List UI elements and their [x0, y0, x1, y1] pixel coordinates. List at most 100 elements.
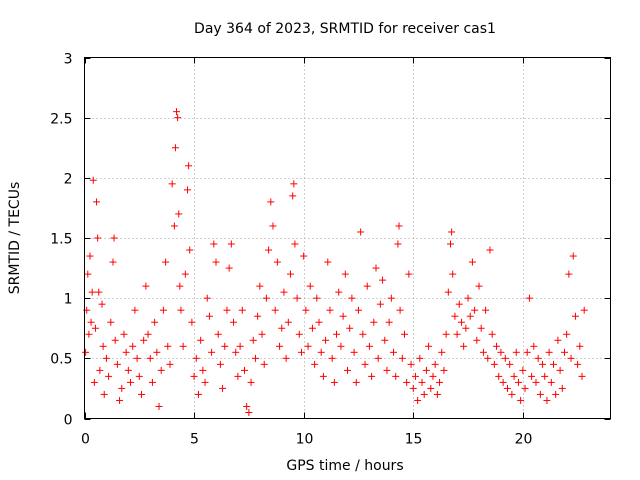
data-point [341, 270, 349, 278]
data-point [506, 360, 514, 368]
data-point [201, 378, 209, 386]
x-tick-label: 0 [81, 432, 90, 448]
y-tick-label: 0.5 [50, 352, 72, 368]
data-point [87, 318, 95, 326]
data-point [251, 354, 259, 362]
data-point [497, 348, 505, 356]
data-point [530, 342, 538, 350]
data-point [387, 294, 395, 302]
data-point [254, 312, 262, 320]
data-point [170, 222, 178, 230]
data-point [205, 312, 213, 320]
data-point [512, 348, 520, 356]
data-point [271, 306, 279, 314]
data-point [565, 270, 573, 278]
data-point [543, 396, 551, 404]
data-point [118, 384, 126, 392]
data-point [444, 288, 452, 296]
data-point [359, 330, 367, 338]
data-point [436, 378, 444, 386]
data-point [175, 210, 183, 218]
data-point [84, 270, 92, 278]
data-point [159, 306, 167, 314]
x-axis-label: GPS time / hours [286, 458, 403, 474]
data-point [179, 342, 187, 350]
data-point [174, 114, 182, 122]
data-point [322, 336, 330, 344]
data-point [304, 342, 312, 350]
data-point [328, 354, 336, 362]
data-point [94, 234, 102, 242]
data-point [574, 360, 582, 368]
data-point [293, 294, 301, 302]
data-point [420, 390, 428, 398]
data-point [488, 330, 496, 338]
data-point [414, 396, 422, 404]
data-point [243, 402, 251, 410]
data-point [110, 234, 118, 242]
data-point [164, 342, 172, 350]
data-point [216, 360, 224, 368]
data-point [407, 360, 415, 368]
data-point [409, 384, 417, 392]
data-point [214, 330, 222, 338]
data-point [554, 336, 562, 344]
data-point [291, 240, 299, 248]
data-point [300, 252, 308, 260]
data-point [86, 252, 94, 260]
data-point [225, 264, 233, 272]
data-point [153, 348, 161, 356]
data-point [295, 330, 303, 338]
data-point [137, 390, 145, 398]
data-point [567, 354, 575, 362]
data-point [558, 384, 566, 392]
data-point [405, 270, 413, 278]
data-point [534, 354, 542, 362]
data-point [267, 198, 275, 206]
data-point [350, 348, 358, 356]
data-point [449, 270, 457, 278]
data-point [466, 312, 474, 320]
y-tick-label: 2 [64, 172, 73, 188]
data-point [212, 258, 220, 266]
data-point [495, 372, 503, 380]
data-point [262, 294, 270, 302]
data-point [230, 318, 238, 326]
data-point [140, 336, 148, 344]
data-point [571, 312, 579, 320]
data-point [113, 360, 121, 368]
data-point [276, 342, 284, 350]
data-point [297, 348, 305, 356]
y-tick-label: 2.5 [50, 112, 72, 128]
data-point [265, 246, 273, 254]
data-point [563, 330, 571, 338]
data-point [464, 294, 472, 302]
data-point [477, 324, 485, 332]
data-point [335, 288, 343, 296]
data-point [352, 378, 360, 386]
data-point [256, 282, 264, 290]
data-point [107, 318, 115, 326]
data-point [374, 354, 382, 362]
data-points [82, 108, 588, 416]
x-tick-label: 20 [515, 432, 533, 448]
data-point [514, 378, 522, 386]
data-point [162, 258, 170, 266]
data-point [133, 354, 141, 362]
x-tick-labels: 0 5 10 15 20 [81, 432, 532, 448]
data-point [100, 390, 108, 398]
data-point [479, 348, 487, 356]
data-point [188, 318, 196, 326]
data-point [129, 342, 137, 350]
data-point [203, 294, 211, 302]
data-point [580, 306, 588, 314]
data-point [385, 318, 393, 326]
data-point [365, 342, 373, 350]
data-point [245, 408, 253, 416]
data-point [311, 360, 319, 368]
data-point [411, 372, 419, 380]
data-point [208, 348, 216, 356]
data-point [93, 198, 101, 206]
data-point [451, 312, 459, 320]
